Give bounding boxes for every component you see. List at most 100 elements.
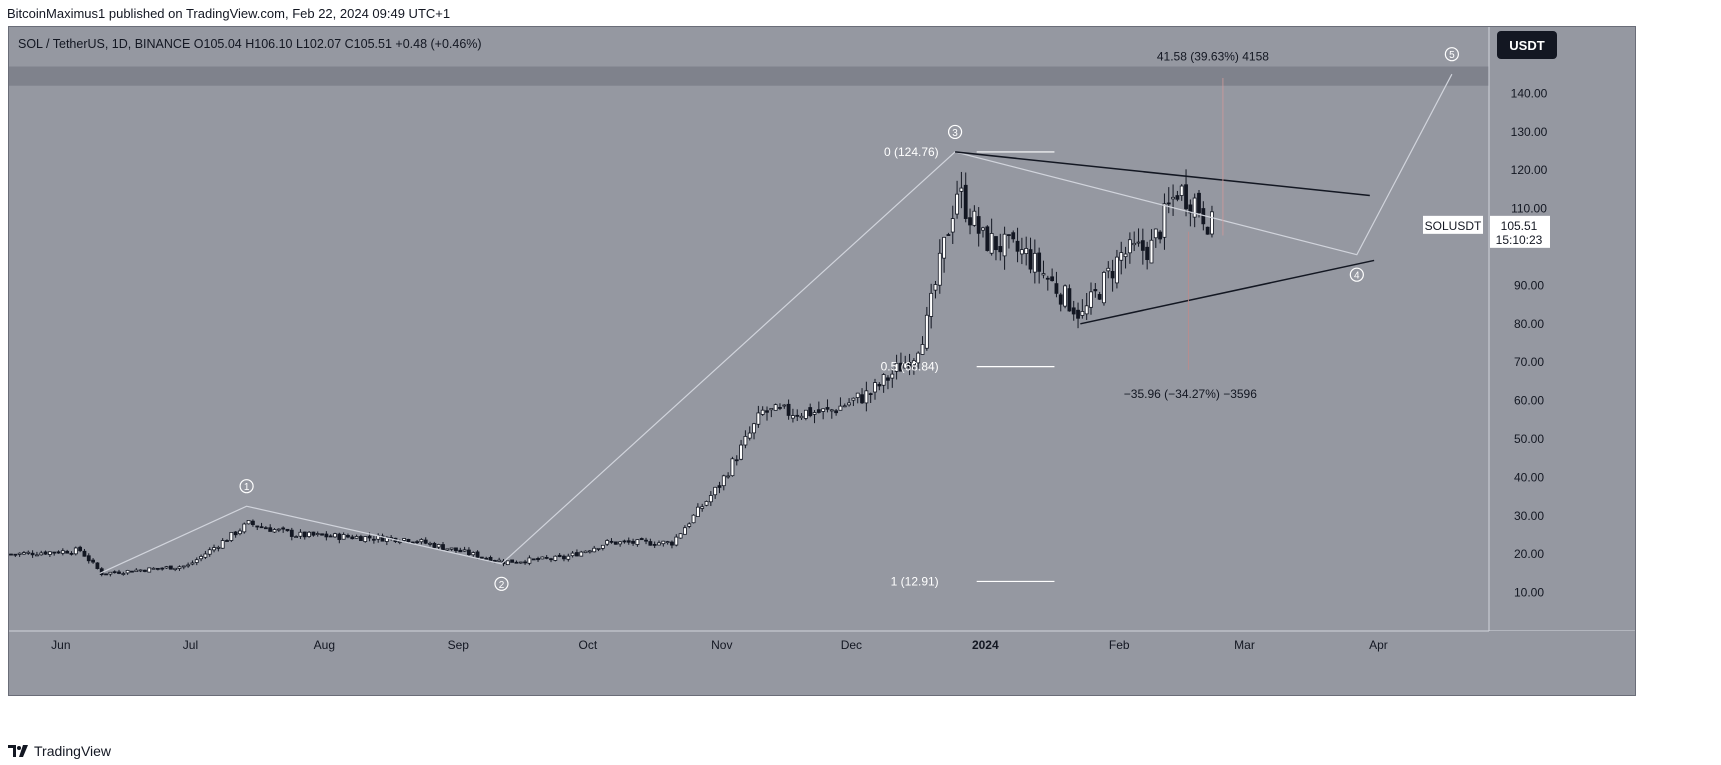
fib-level-label: 1 (12.91) [891,574,939,588]
candle-body-down [609,540,614,543]
candle-body-down [1007,234,1011,237]
candle-body-up [756,412,761,425]
candle-body-up [134,569,139,573]
symbol-tag-text: SOLUSDT [1425,219,1482,233]
legend-text: SOL / TetherUS, 1D, BINANCE O105.04 H106… [18,37,482,51]
time-tick-label: Nov [711,638,732,652]
candle-body-up [108,571,113,575]
time-axis-background [9,631,1635,695]
candle-body-down [557,554,562,557]
candle-body-down [1166,202,1171,205]
candle-body-up [307,531,311,537]
legend-h-label: H [245,37,254,51]
candle-body-down [350,536,355,540]
candle-body-up [916,352,921,364]
price-tick-label: 30.00 [1514,509,1544,523]
time-axis[interactable]: JunJulAugSepOctNovDec2024FebMarAprMa [9,630,1635,695]
wave-label-5: 5 [1444,47,1459,62]
candle-body-down [492,560,497,562]
candle-body-down [795,414,800,417]
candle-body-up [1102,272,1106,304]
legend-l-value: 102.07 [303,37,345,51]
candle-body-down [52,551,57,554]
candle-body-up [190,562,195,565]
candle-body-down [575,552,579,557]
candle-body-down [536,558,540,561]
price-axis[interactable]: 10.00 20.00 30.00 40.00 50.00 60.00 70.00 80.00… [1488,27,1635,695]
candle-body-up [661,540,666,545]
time-tick-label: Feb [1109,638,1130,652]
candle-body-up [605,540,610,545]
price-axis-background [1489,27,1635,695]
candle-body-up [600,544,605,549]
candle-body-up [760,409,765,415]
price-tick-label: 80.00 [1514,317,1544,331]
candle-body-up [173,567,178,570]
candle-body-down [43,551,48,555]
candle-body-up [933,284,938,291]
currency-badge[interactable]: USDT [1497,31,1557,59]
chart-panel[interactable]: 1 2 3 4 5 0 (124.76) 0.5 (68.84) 1 (12.91) 41.58… [8,26,1636,696]
candle-body-up [812,412,817,415]
wave-label-number: 1 [244,482,250,493]
candle-body-up [315,533,320,535]
candle-body-down [717,485,722,488]
candle-body-up [354,536,359,539]
candle-body-up [147,567,152,573]
candle-body-down [1093,289,1098,292]
candle-body-up [151,567,156,570]
candle-body-up [17,552,22,555]
candle-body-down [225,540,229,542]
candle-body-up [1024,248,1029,254]
candle-body-up [596,547,601,550]
candle-body-down [1158,231,1163,240]
candle-body-down [324,533,329,538]
candle-body-up [220,540,225,549]
candle-body-down [233,531,238,536]
candle-body-down [155,567,160,570]
tradingview-brand-text: TradingView [34,743,112,759]
candle-body-down [86,555,91,562]
candle-body-up [60,550,65,554]
candle-body-up [449,547,454,550]
candle-body-down [359,536,363,541]
candle-body-down [648,541,653,546]
candle-body-down [268,527,273,532]
candle-body-down [816,409,821,413]
candle-body-up [164,566,169,569]
candle-body-up [920,344,925,355]
candle-body-up [397,541,402,543]
candle-body-up [851,397,856,401]
candle-body-up [635,539,640,545]
candle-body-down [1067,288,1072,312]
candle-body-down [985,226,990,251]
candle-body-up [341,534,346,540]
candle-body-down [631,540,635,544]
candle-body-up [821,408,826,412]
candle-body-down [13,553,18,556]
candle-body-up [229,531,234,541]
candle-body-up [791,415,795,419]
price-chart[interactable]: 1 2 3 4 5 0 (124.76) 0.5 (68.84) 1 (12.91) 41.58… [9,27,1635,695]
candle-body-down [441,544,445,551]
price-tick-label: 120.00 [1511,163,1548,177]
legend-l-label: L [296,37,303,51]
candle-body-up [1041,273,1046,276]
candle-body-down [968,217,972,226]
candle-body-down [251,520,255,526]
price-tick-label: 130.00 [1511,125,1548,139]
candle-body-up [665,541,670,544]
candle-body-down [877,383,882,387]
candle-body-down [963,184,968,219]
candle-body-down [415,541,419,544]
candle-body-up [942,236,947,259]
candle-body-up [471,552,476,556]
candle-body-up [1084,305,1089,315]
candle-body-up [553,555,558,561]
legend-c-value: 105.51 [354,37,396,51]
candle-body-up [799,415,804,419]
price-tick-label: 60.00 [1514,394,1544,408]
candle-body-down [406,538,411,543]
candle-body-up [497,559,502,562]
wave-label-circle [947,124,963,140]
